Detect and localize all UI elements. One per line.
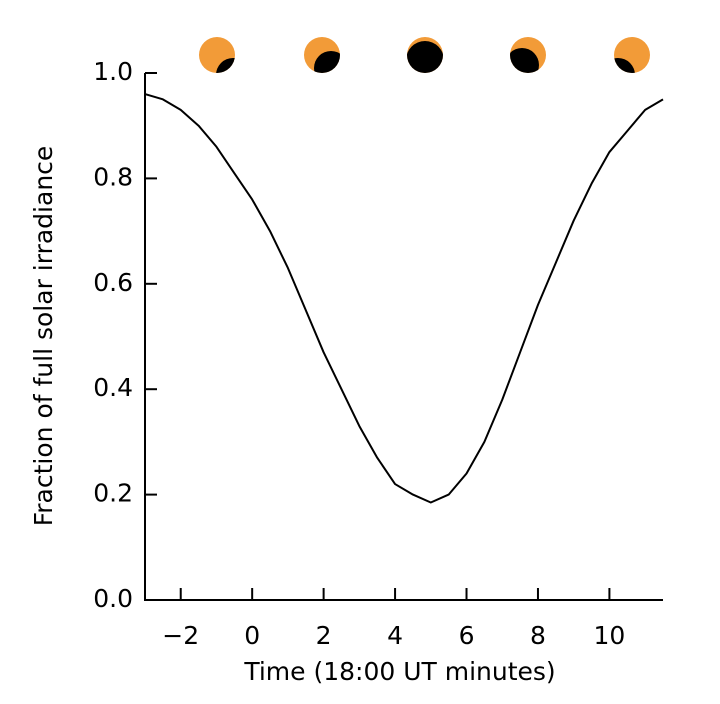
y-axis-label: Fraction of full solar irradiance <box>29 146 58 527</box>
y-tick-label: 0.2 <box>93 479 133 508</box>
line-series <box>144 93 664 504</box>
y-tick-label: 0.0 <box>93 584 133 613</box>
x-tick-label: 10 <box>594 621 626 650</box>
x-tick-label: 2 <box>316 621 332 650</box>
y-tick-label: 0.6 <box>93 268 133 297</box>
eclipse-icons <box>199 37 650 73</box>
x-tick-label: −2 <box>162 621 199 650</box>
y-tick-label: 1.0 <box>93 57 133 86</box>
y-tick-label: 0.4 <box>93 373 133 402</box>
x-tick-label: 8 <box>530 621 546 650</box>
y-tick-label: 0.8 <box>93 162 133 191</box>
x-tick-label: 0 <box>244 621 260 650</box>
x-axis-label: Time (18:00 UT minutes) <box>243 657 555 686</box>
x-tick-label: 6 <box>459 621 475 650</box>
x-tick-label: 4 <box>387 621 403 650</box>
